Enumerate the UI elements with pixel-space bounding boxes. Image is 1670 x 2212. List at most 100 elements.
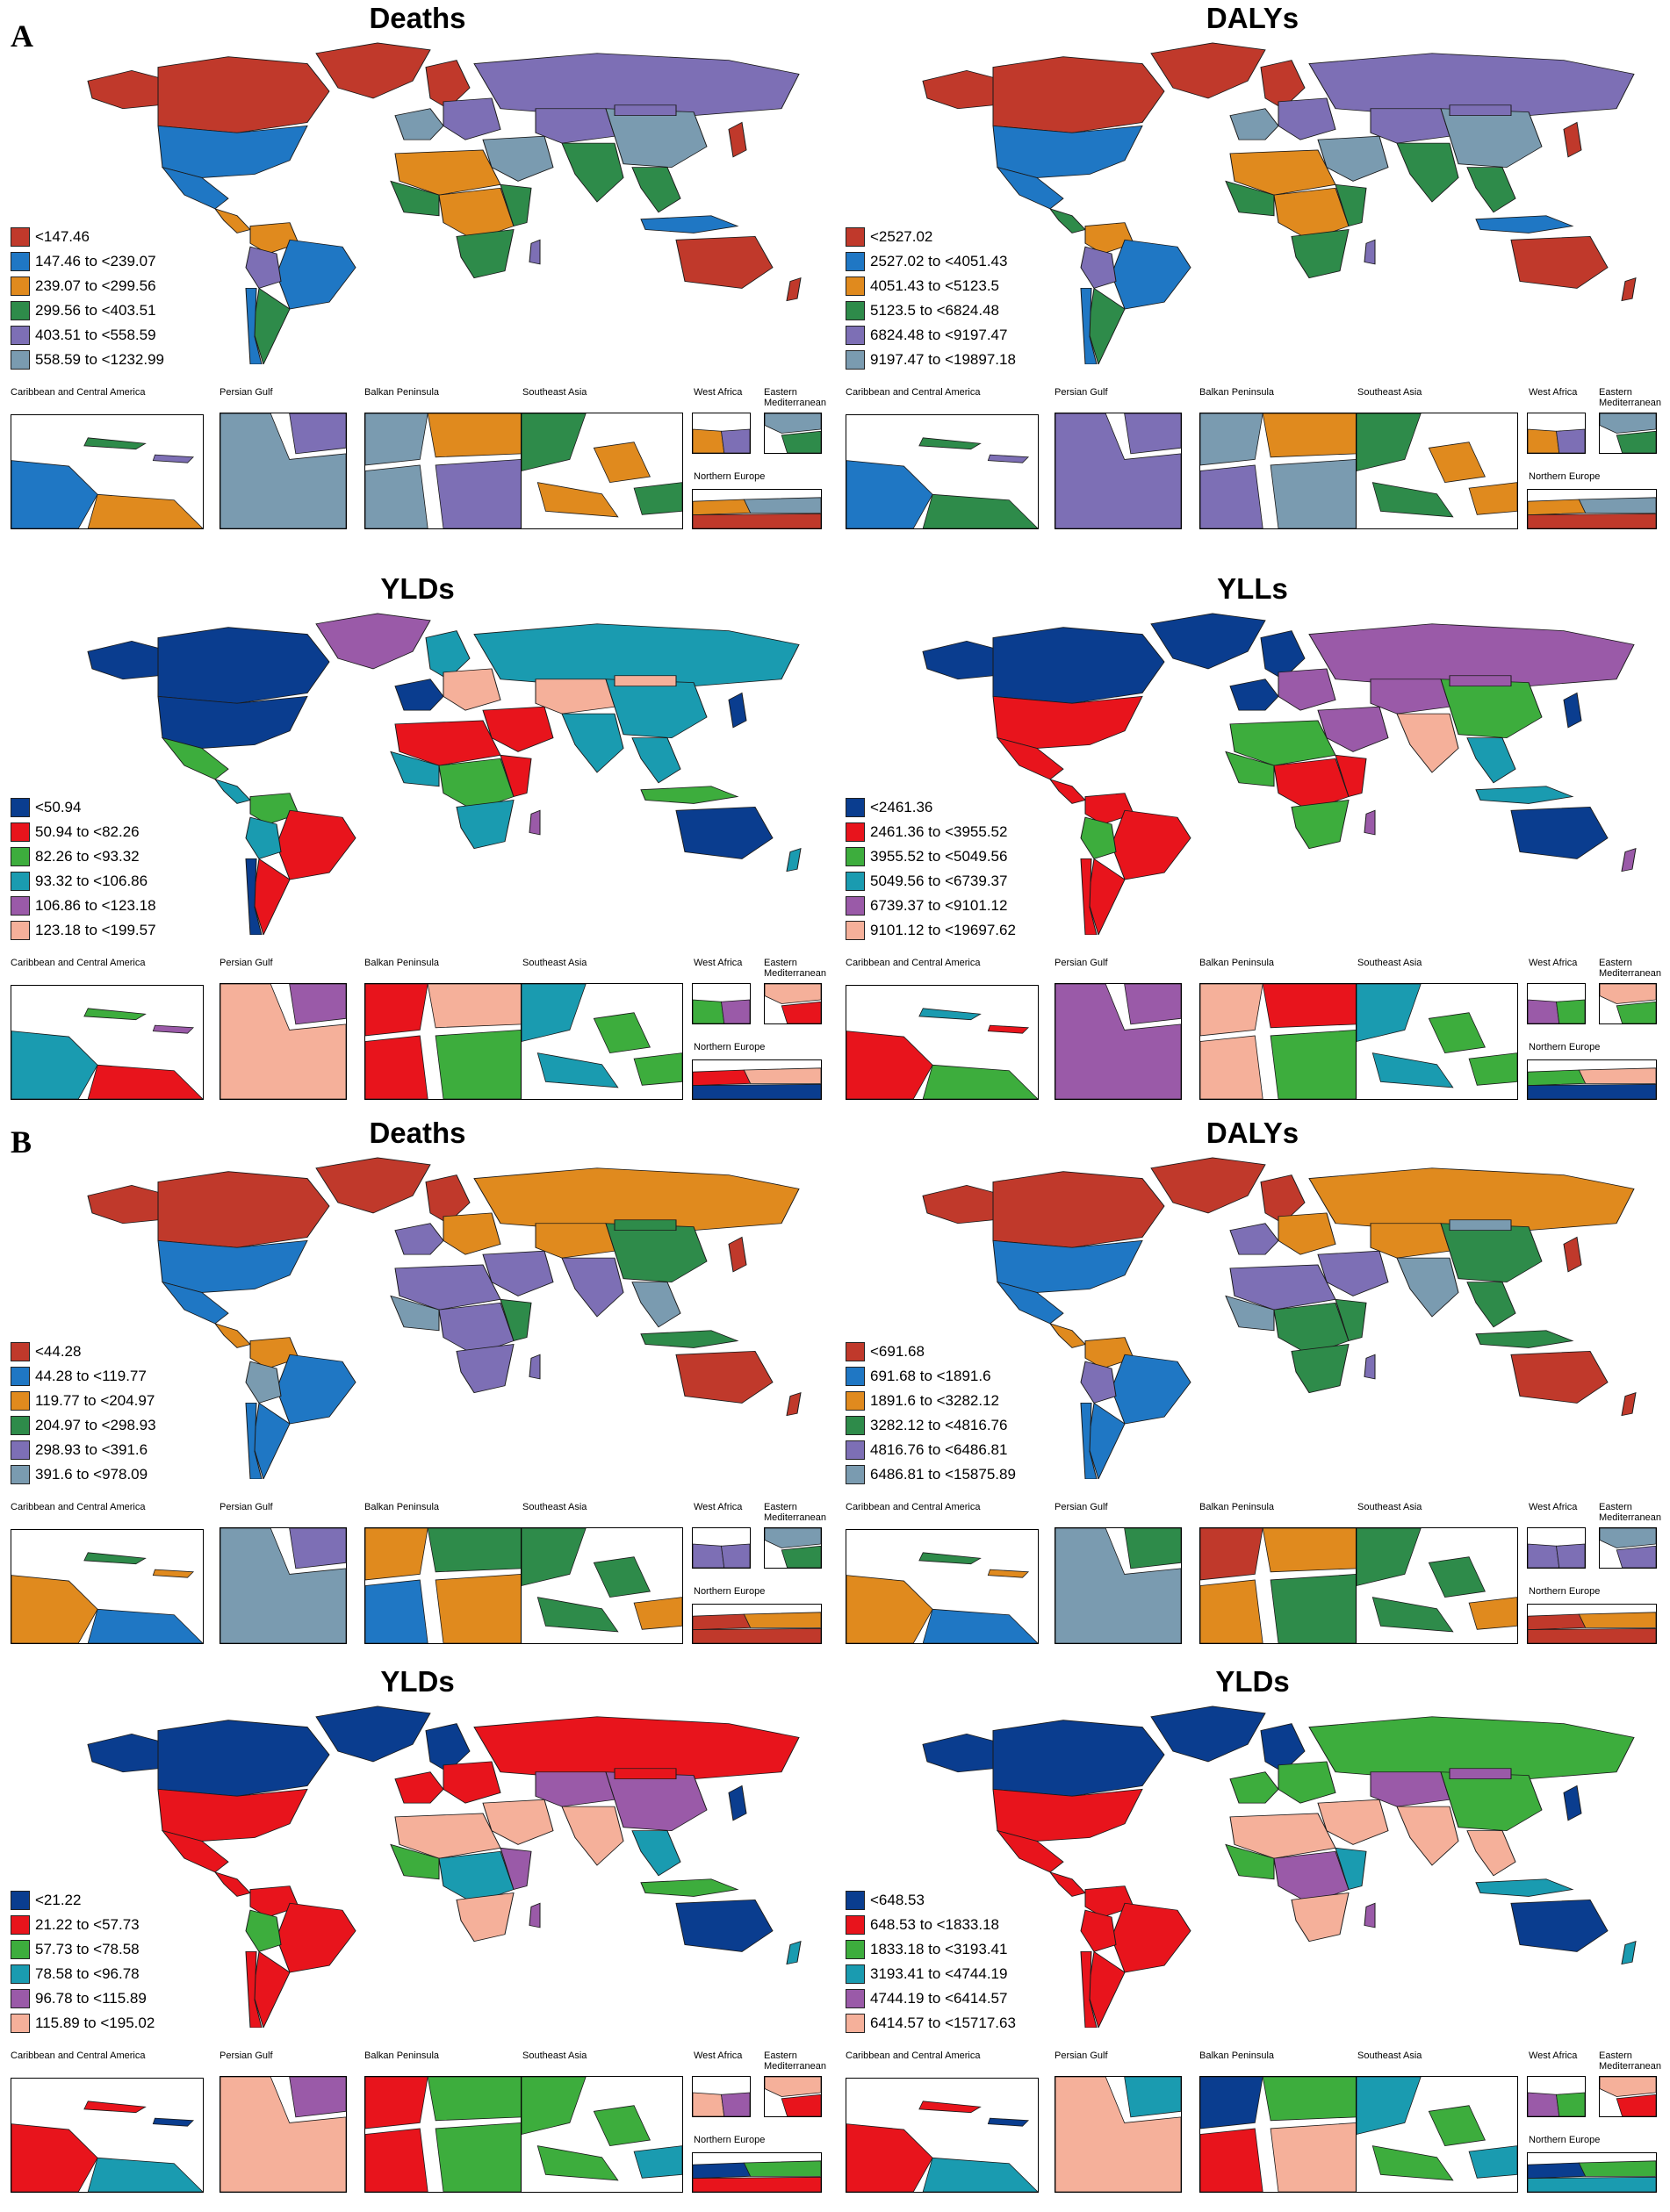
region-usa xyxy=(992,1788,1143,1842)
region-south-asia xyxy=(561,713,624,773)
inset-label-seasia: Southeast Asia xyxy=(1357,387,1422,398)
world-map xyxy=(87,1157,802,1479)
inset-map-balkan xyxy=(1199,983,1357,1100)
inset-region xyxy=(1270,1574,1357,1643)
legend-swatch xyxy=(11,301,30,320)
region-russia xyxy=(473,1716,800,1779)
region-scandinavia xyxy=(1260,630,1306,680)
inset-region xyxy=(693,2177,821,2192)
region-middle-east xyxy=(1317,135,1389,182)
legend-swatch xyxy=(846,1391,865,1411)
legend-label: <147.46 xyxy=(35,228,90,245)
inset-label-seasia: Southeast Asia xyxy=(1357,1502,1422,1512)
inset-map-persian xyxy=(1055,1527,1182,1644)
inset-region xyxy=(435,459,522,528)
region-central-america xyxy=(213,208,251,233)
region-north-africa xyxy=(394,1264,501,1311)
inset-region xyxy=(1469,1053,1517,1086)
inset-region xyxy=(722,1000,750,1023)
inset-label-eastmed: Eastern Mediterranean xyxy=(1599,958,1661,979)
region-new-zealand xyxy=(1621,847,1637,873)
legend-label: <691.68 xyxy=(870,1343,925,1360)
legend-label: 57.73 to <78.58 xyxy=(35,1941,140,1957)
legend-item: 2527.02 to <4051.43 xyxy=(846,250,1016,273)
inset-region xyxy=(1357,984,1421,1042)
legend-swatch xyxy=(846,252,865,271)
region-australia xyxy=(1510,1899,1609,1952)
region-brazil xyxy=(1111,1354,1191,1425)
inset-label-eastmed: Eastern Mediterranean xyxy=(1599,1502,1661,1523)
inset-label-westafrica: West Africa xyxy=(1529,958,1578,968)
inset-label-persian: Persian Gulf xyxy=(220,958,273,968)
region-east-africa xyxy=(500,1298,532,1342)
inset-region xyxy=(290,2077,346,2117)
region-usa xyxy=(992,1239,1143,1293)
inset-region xyxy=(1357,1528,1421,1586)
map-legend: <2527.02 2527.02 to <4051.43 4051.43 to <5… xyxy=(846,226,1016,373)
legend-item: 57.73 to <78.58 xyxy=(11,1938,155,1961)
region-scandinavia xyxy=(425,1723,471,1773)
region-australia xyxy=(675,1350,774,1404)
inset-map-caribbean xyxy=(846,2078,1039,2193)
region-chile xyxy=(245,1951,263,2028)
region-west-africa xyxy=(390,750,440,787)
region-canada xyxy=(992,1720,1165,1797)
inset-region xyxy=(153,1569,193,1577)
inset-map-persian xyxy=(220,413,347,529)
region-southeast-asia xyxy=(631,1282,681,1328)
legend-swatch xyxy=(11,227,30,247)
region-western-europe xyxy=(394,1771,444,1804)
region-japan xyxy=(1563,692,1582,729)
inset-label-caribbean: Caribbean and Central America xyxy=(846,2050,981,2061)
region-central-asia xyxy=(1370,679,1450,715)
inset-region xyxy=(1600,1528,1656,1548)
region-usa xyxy=(157,125,308,178)
region-new-zealand xyxy=(786,1940,802,1965)
region-middle-east xyxy=(482,706,554,752)
legend-swatch xyxy=(11,798,30,817)
inset-map-seasia xyxy=(521,2076,683,2193)
legend-item: 1891.6 to <3282.12 xyxy=(846,1390,1016,1412)
inset-region xyxy=(220,2077,346,2192)
legend-swatch xyxy=(11,921,30,940)
region-southern-africa xyxy=(1291,1344,1350,1394)
region-alaska xyxy=(922,1734,994,1773)
region-colombia-ven xyxy=(249,1885,299,1918)
inset-region xyxy=(1372,1053,1453,1088)
inset-region xyxy=(220,1528,346,1643)
inset-region xyxy=(1579,1612,1656,1628)
region-middle-east xyxy=(1317,1250,1389,1296)
legend-item: 403.51 to <558.59 xyxy=(11,324,164,347)
inset-map-northeu xyxy=(692,2152,822,2193)
legend-label: 96.78 to <115.89 xyxy=(35,1990,147,2007)
inset-region xyxy=(435,1574,522,1643)
panel-title: DALYs xyxy=(1206,2,1299,34)
legend-swatch xyxy=(11,350,30,370)
region-eastern-europe xyxy=(1278,97,1336,140)
region-brazil xyxy=(1111,1902,1191,1973)
map-panel: YLDs <21.22 21.22 to <57.73 57.73 to <78.58… xyxy=(0,1663,835,2212)
region-southeast-asia xyxy=(631,1830,681,1877)
region-central-asia xyxy=(1370,1771,1450,1807)
inset-label-seasia: Southeast Asia xyxy=(522,2050,587,2061)
legend-swatch xyxy=(846,326,865,345)
inset-label-balkan: Balkan Peninsula xyxy=(1199,1502,1275,1512)
inset-region xyxy=(153,455,193,463)
legend-item: 82.26 to <93.32 xyxy=(11,845,156,868)
region-middle-east xyxy=(1317,1799,1389,1845)
legend-item: 9197.47 to <19897.18 xyxy=(846,348,1016,371)
region-southeast-asia xyxy=(631,167,681,213)
region-colombia-ven xyxy=(249,793,299,825)
panel-title: YLDs xyxy=(380,1665,455,1698)
inset-map-seasia xyxy=(521,413,683,529)
legend-item: 6824.48 to <9197.47 xyxy=(846,324,1016,347)
map-legend: <21.22 21.22 to <57.73 57.73 to <78.58 78.5… xyxy=(11,1889,155,2036)
inset-region xyxy=(765,2077,821,2097)
region-east-africa xyxy=(1335,754,1367,798)
inset-region xyxy=(634,2146,682,2179)
region-indonesia xyxy=(1475,1878,1574,1897)
inset-region xyxy=(1600,413,1656,434)
inset-region xyxy=(923,1609,1038,1643)
legend-item: <147.46 xyxy=(11,226,164,248)
inset-region xyxy=(1429,1557,1485,1598)
